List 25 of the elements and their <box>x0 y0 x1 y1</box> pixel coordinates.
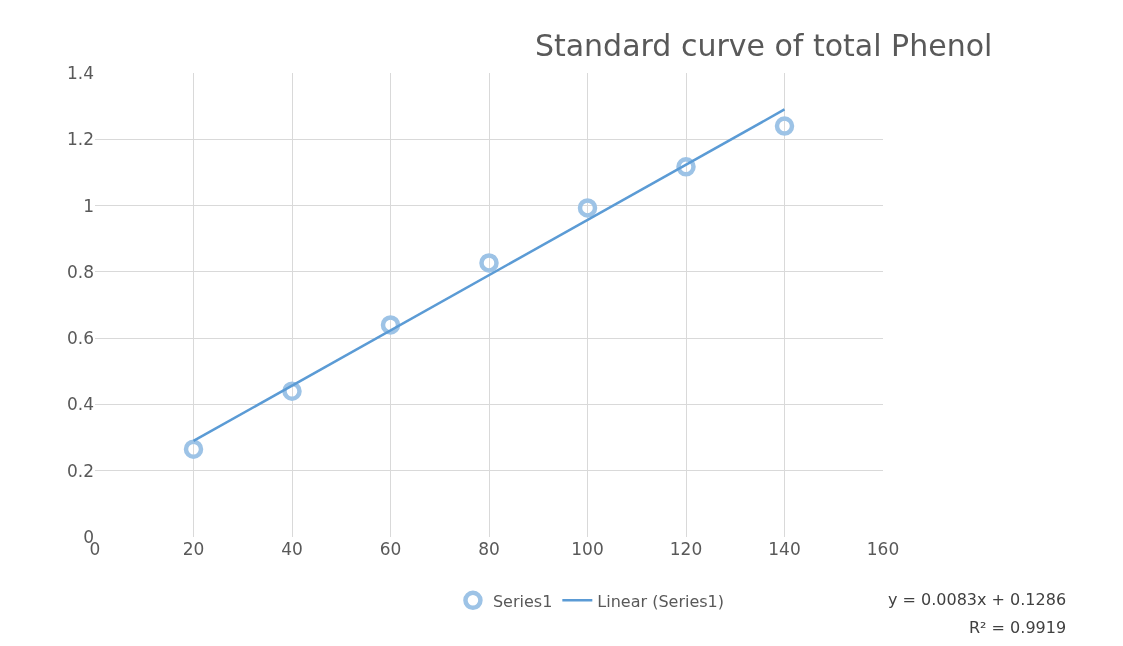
chart-title: Standard curve of total Phenol <box>534 27 993 63</box>
x-tick-label: 120 <box>669 539 703 559</box>
x-tick-label: 160 <box>866 539 900 559</box>
x-tick-label: 40 <box>281 539 303 559</box>
point <box>479 253 499 273</box>
text: R² = 0.9919 <box>969 618 1067 637</box>
y-tick-label: 1.4 <box>66 62 94 83</box>
x-tick-label: 80 <box>478 539 500 559</box>
point <box>577 198 598 218</box>
y-tick-label: 0.6 <box>66 328 94 349</box>
y-tick-label: 1 <box>83 195 94 216</box>
x-tick-label: 140 <box>768 539 801 559</box>
x-tick-label: 100 <box>571 539 604 559</box>
text: y = 0.0083x + 0.1286 <box>888 590 1067 609</box>
x-tick-label: 60 <box>379 539 402 559</box>
point <box>774 116 795 136</box>
y-tick-label: 0.2 <box>66 460 94 481</box>
x-tick-label: 20 <box>182 539 205 559</box>
y-tick-label: 0.4 <box>66 394 94 415</box>
y-tick-label: 0.8 <box>66 261 94 282</box>
legend-label: Linear (Series1) <box>597 591 725 611</box>
legend-label: Series1 <box>492 591 553 611</box>
y-tick-label: 1.2 <box>66 129 94 150</box>
point <box>676 157 696 177</box>
point <box>183 439 204 459</box>
